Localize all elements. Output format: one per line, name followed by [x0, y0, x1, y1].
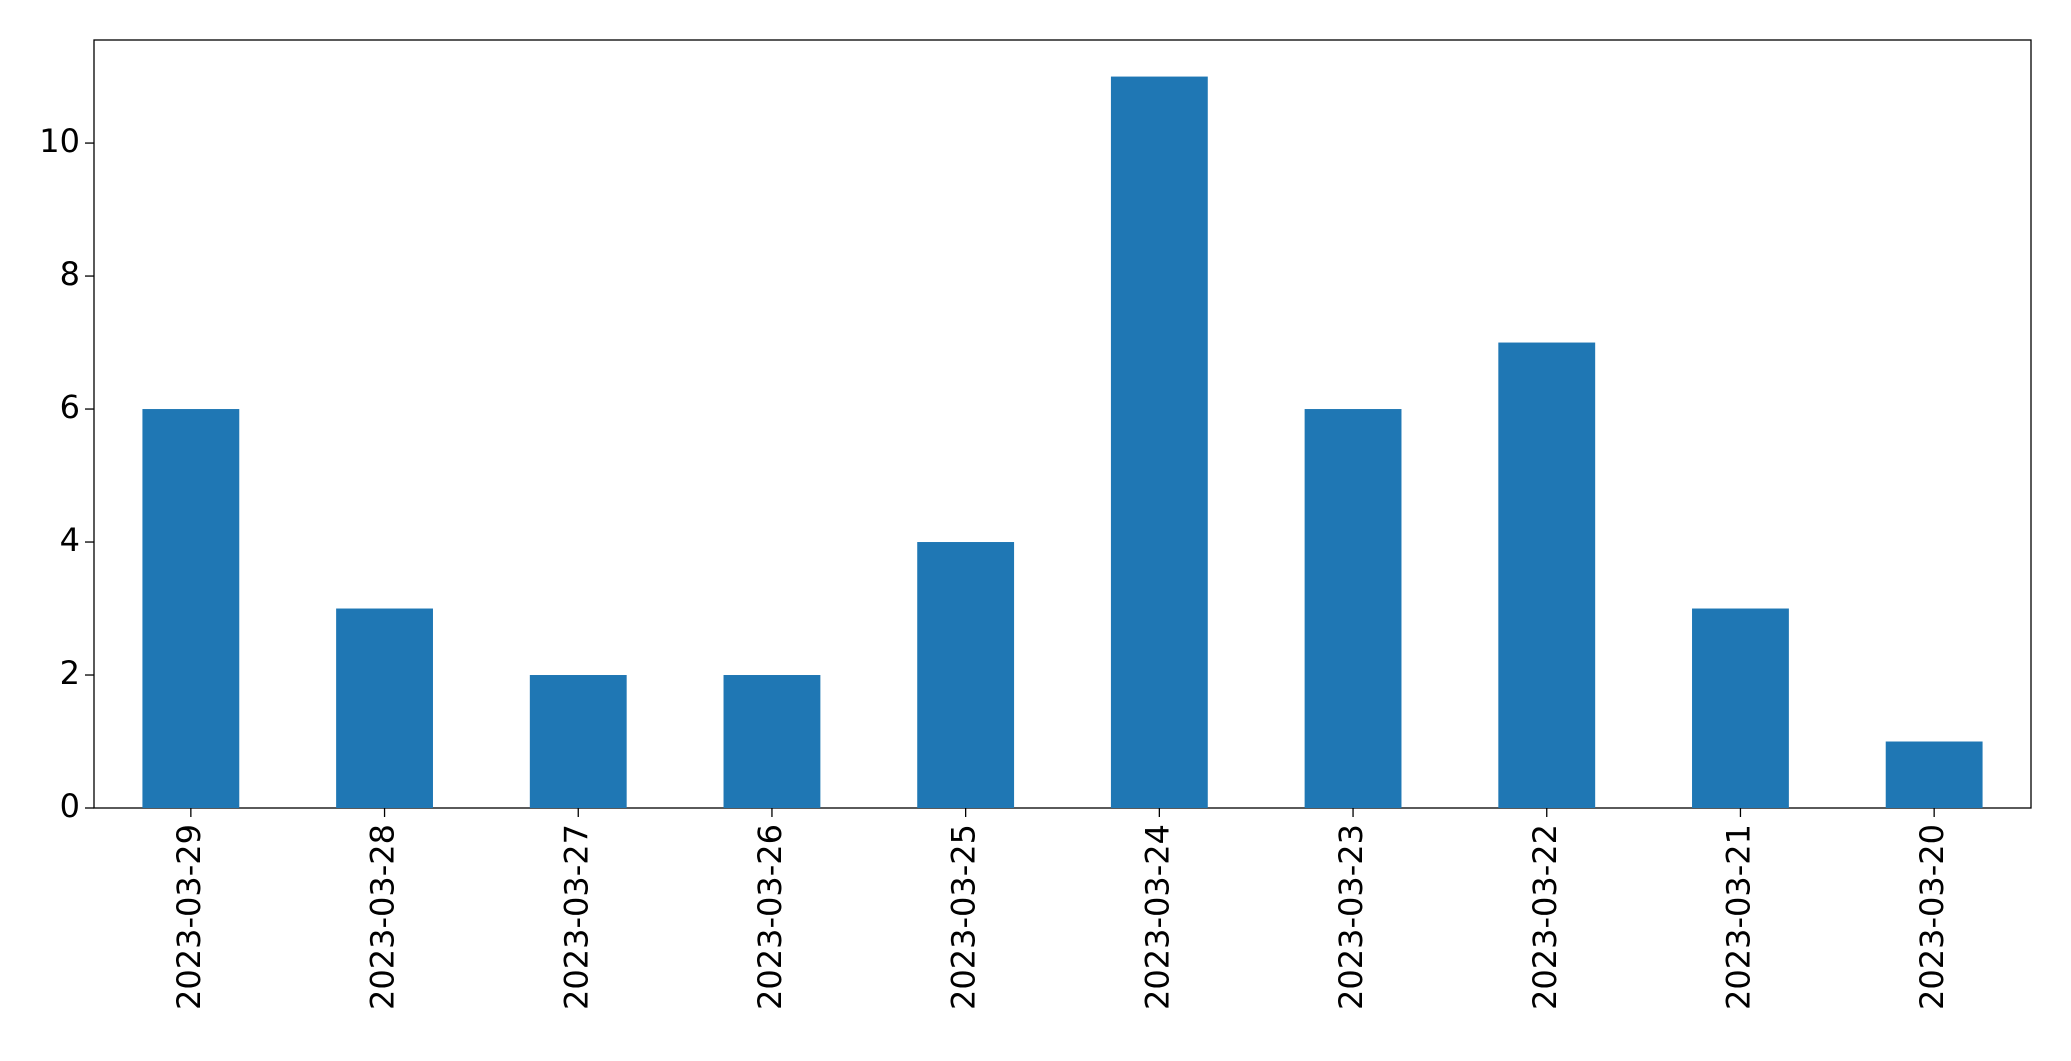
y-tick-label: 2	[60, 654, 80, 692]
y-tick-label: 0	[60, 787, 80, 825]
y-tick-label: 8	[60, 255, 80, 293]
x-tick-label: 2023-03-26	[751, 824, 789, 1010]
y-tick-label: 4	[60, 521, 80, 559]
plot-frame	[93, 39, 2032, 809]
y-tick-label: 10	[39, 122, 80, 160]
bar	[723, 675, 821, 808]
bar	[1110, 76, 1208, 809]
bar	[336, 608, 433, 808]
bar	[1304, 409, 1402, 808]
x-tick-label: 2023-03-22	[1526, 824, 1564, 1010]
x-tick-label: 2023-03-23	[1332, 824, 1370, 1010]
bar	[1498, 342, 1596, 808]
bar	[142, 409, 240, 808]
x-tick-label: 2023-03-28	[364, 824, 402, 1010]
x-tick-label: 2023-03-27	[557, 824, 595, 1010]
x-tick-label: 2023-03-20	[1913, 824, 1951, 1010]
x-tick-label: 2023-03-24	[1138, 824, 1176, 1010]
bar	[529, 675, 627, 808]
y-tick-label: 6	[60, 388, 80, 426]
x-tick-label: 2023-03-29	[170, 824, 208, 1010]
x-tick-label: 2023-03-25	[945, 824, 983, 1010]
bar	[1885, 741, 1983, 808]
x-tick-label: 2023-03-21	[1719, 824, 1757, 1010]
bar	[1692, 608, 1789, 808]
bar	[917, 542, 1015, 808]
